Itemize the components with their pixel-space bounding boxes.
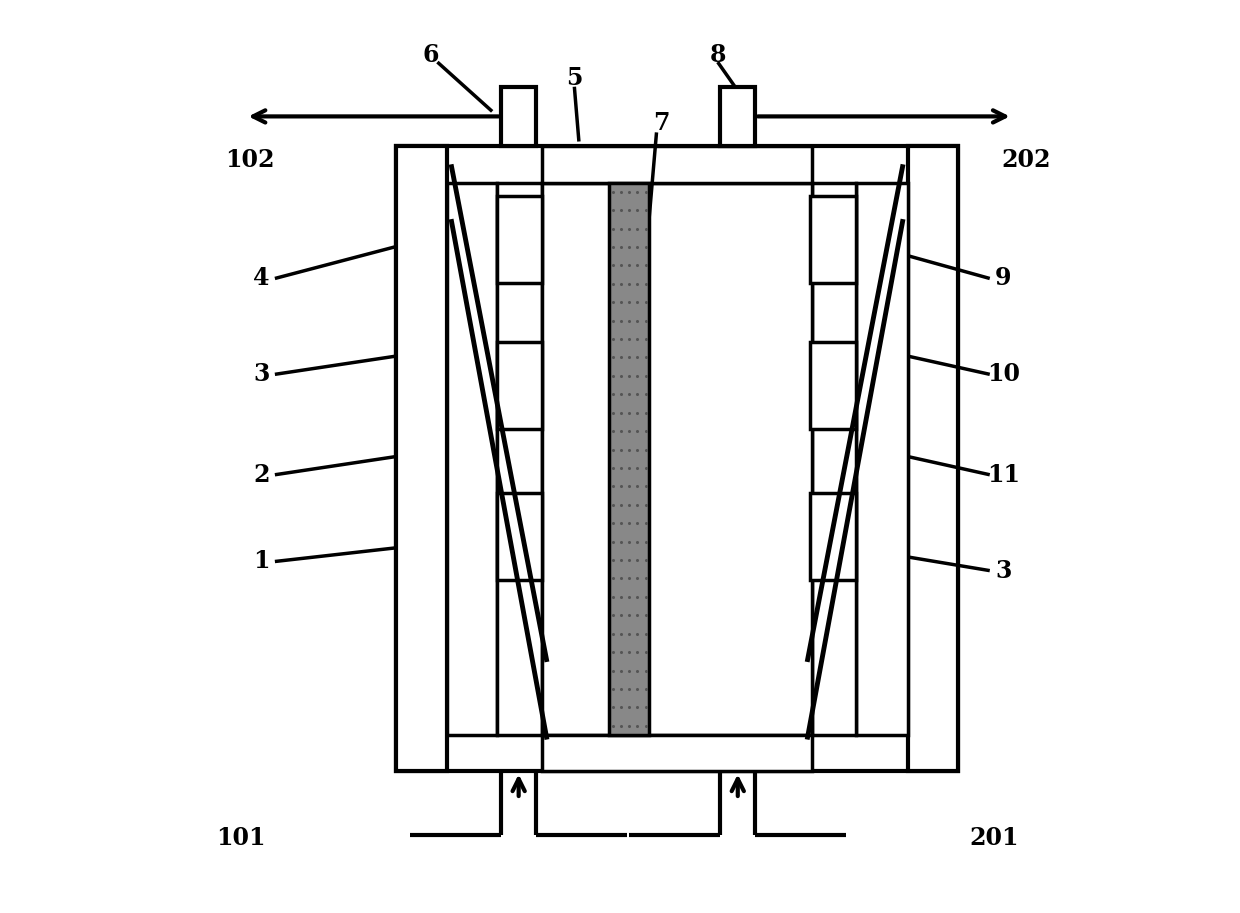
Bar [908,146,957,771]
Bar [542,146,812,183]
Bar [497,196,542,283]
Text: 201: 201 [970,826,1019,850]
Text: 6: 6 [423,43,439,67]
Bar [609,183,650,735]
Text: 4: 4 [253,267,269,290]
Text: 11: 11 [987,463,1021,487]
Text: 202: 202 [1002,148,1052,172]
Bar [856,183,908,735]
Text: 3: 3 [996,559,1012,582]
Text: 3: 3 [253,362,269,386]
Bar [810,493,856,580]
Text: 102: 102 [226,148,275,172]
Text: 5: 5 [567,66,583,89]
Text: 9: 9 [996,267,1012,290]
Bar [446,183,497,735]
Bar [812,183,856,735]
Bar [497,493,542,580]
Bar [497,342,542,429]
Text: 10: 10 [987,362,1021,386]
Bar [501,87,536,146]
Bar [810,196,856,283]
Bar [497,183,542,735]
Bar [720,87,755,146]
Text: 101: 101 [216,826,265,850]
Bar [397,146,446,771]
Text: 7: 7 [652,111,670,135]
Bar [542,735,812,771]
Bar [810,342,856,429]
Text: 2: 2 [253,463,269,487]
Bar [397,146,957,771]
Bar [542,183,812,735]
Text: 1: 1 [253,550,269,573]
Text: 8: 8 [709,43,725,67]
